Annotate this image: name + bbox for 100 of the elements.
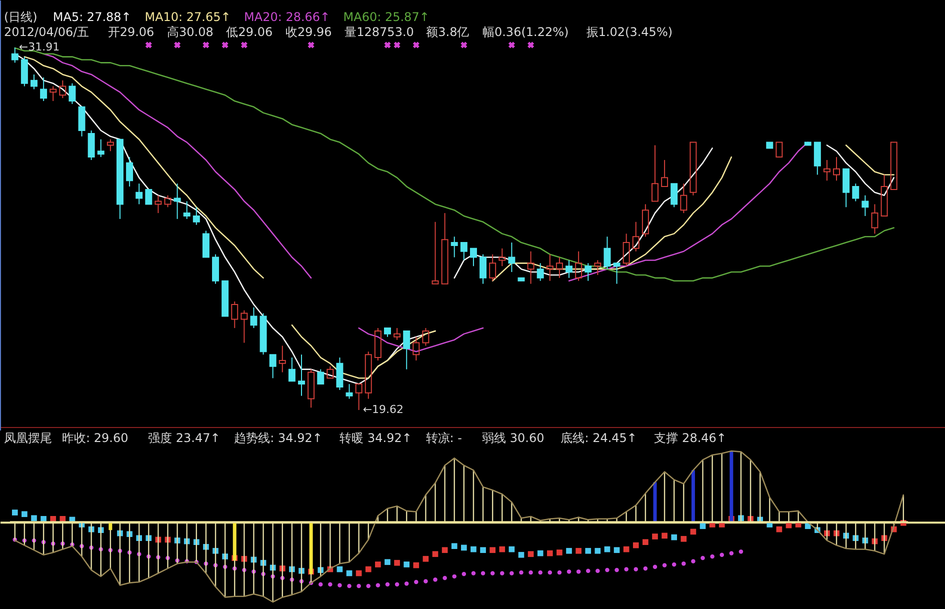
bar [691,470,695,522]
point [652,534,658,540]
candlestick [78,106,86,137]
bar [309,522,313,574]
point [671,534,678,540]
candlestick [355,384,362,410]
point [662,532,668,539]
candlestick [269,354,276,379]
candlestick [652,144,658,202]
text: 昨收: 29.60 [62,431,128,445]
candlestick [174,183,181,220]
candlestick [546,254,554,282]
point [700,523,706,530]
candlestick [804,142,812,146]
candlestick [508,242,516,273]
text: 额3.8亿 [426,25,470,39]
candlestick [278,345,286,373]
point [804,523,811,530]
candlestick [890,142,898,190]
text: 弱线 30.60 [482,431,544,445]
candlestick [880,174,888,216]
text: 开29.06 [108,25,154,39]
text: 2012/04/06/五 [4,25,90,39]
candlestick [814,142,821,176]
text: 转暖 34.92↑ [340,431,412,445]
text: MA10: 27.65↑ [144,10,231,24]
point [528,551,534,557]
candlestick [498,248,506,267]
point [680,536,687,542]
text: 量128753.0 [344,25,414,39]
point [470,546,476,552]
candlestick [116,138,124,220]
text: 趋势线: 34.92↑ [234,431,322,445]
point [413,562,420,568]
text: 支撑 28.46↑ [654,431,726,445]
text: ←19.62 [362,403,404,416]
point [576,548,582,554]
text: MA5: 27.88↑ [52,10,132,24]
bar [232,522,236,560]
point [394,560,400,566]
point [365,566,372,572]
text: 底线: 24.45↑ [560,431,637,445]
point [490,547,496,553]
point [384,559,390,565]
point [632,542,639,548]
text: 强度 23.47↑ [148,431,220,445]
bar [653,482,657,522]
point [585,548,592,554]
candlestick [661,159,668,188]
point [537,550,544,556]
point [375,562,381,568]
text: 收29.96 [285,25,332,39]
chart-title: (日线) [4,10,38,24]
candlestick [441,212,448,284]
point [461,544,467,551]
point [404,562,410,568]
text: MA60: 25.87↑ [343,10,430,24]
text: 高30.08 [167,25,214,39]
candlestick [460,242,468,261]
candlestick [450,236,458,258]
text: MA20: 28.66↑ [244,10,330,24]
text: 低29.06 [226,25,273,39]
chart-title: 凤凰摆尾 [4,431,52,445]
candlestick [613,262,620,284]
candlestick [862,194,869,216]
point [642,539,648,545]
text: 转凉: - [426,431,462,445]
candlestick [154,194,162,214]
candlestick [412,336,420,361]
text: 振1.02(3.45%) [586,25,673,39]
point [422,556,429,562]
candlestick [470,248,477,267]
candlestick [145,188,152,205]
candlestick [432,221,439,284]
candlestick [833,156,840,182]
candlestick [222,280,229,317]
point [566,548,572,554]
candlestick [842,168,850,208]
candlestick [527,250,534,284]
candlestick [126,156,134,188]
text: 幅0.36(1.22%) [482,25,569,39]
candlestick [823,159,830,182]
candlestick [766,142,774,149]
point [22,511,28,518]
point [594,548,601,554]
candlestick [566,260,573,278]
candlestick [518,277,525,282]
point [451,543,458,549]
candlestick [403,330,410,370]
point [518,552,524,558]
point [432,551,438,557]
point [546,550,553,556]
point [442,547,448,553]
point [480,547,486,553]
candlestick [776,142,783,158]
candlestick [288,357,296,382]
text: ←31.91 [18,40,60,54]
point [556,550,562,556]
point [499,546,506,552]
point [12,510,18,516]
